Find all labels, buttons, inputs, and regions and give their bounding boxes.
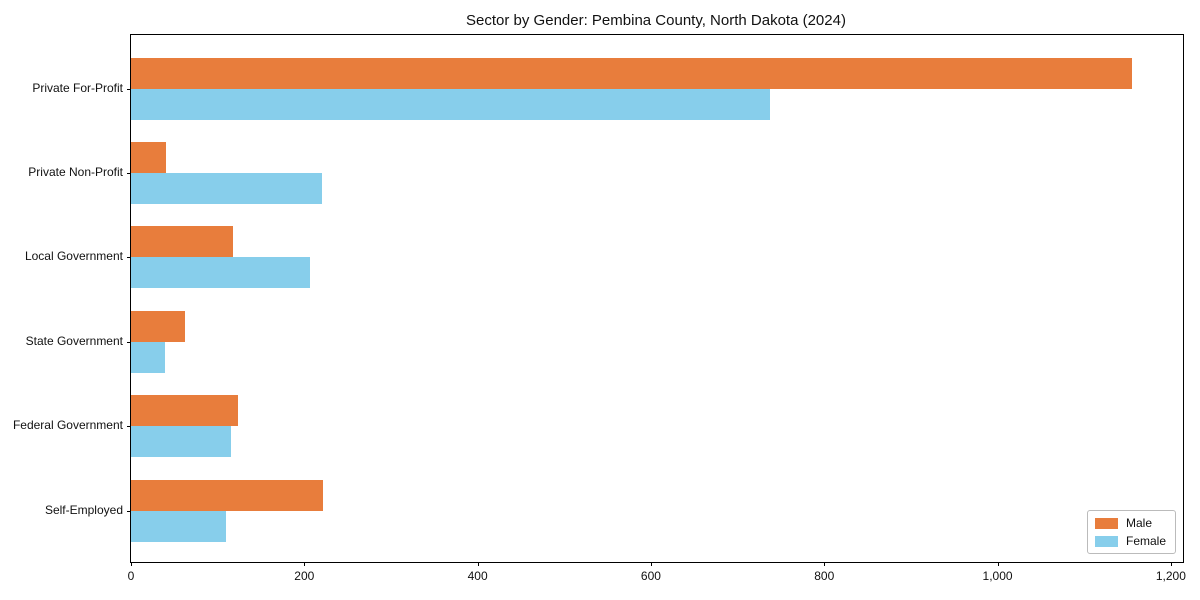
y-tick (127, 88, 131, 90)
y-tick (127, 426, 131, 428)
bar-male-private-non-profit (131, 141, 166, 173)
legend-label-male: Male (1126, 516, 1153, 530)
bar-female-private-for-profit (131, 88, 770, 120)
x-tick-label-200: 200 (294, 569, 315, 583)
plot-area: Private For-Profit Private Non-Profit Loca… (13, 34, 1186, 583)
y-tick (127, 341, 131, 343)
y-tick-label-local-government: Local Government (24, 249, 123, 264)
x-tick (824, 562, 826, 566)
bar-female-local-government (131, 257, 310, 289)
y-tick (127, 257, 131, 259)
x-tick-label-800: 800 (814, 569, 835, 583)
bar-male-private-for-profit (131, 57, 1132, 89)
bar-male-local-government (131, 226, 233, 258)
legend-swatch-female (1095, 535, 1118, 547)
bar-female-self-employed (131, 510, 226, 542)
y-tick-label-state-government: State Government (25, 333, 123, 348)
bar-male-self-employed (131, 479, 323, 511)
legend: Male Female (1087, 510, 1177, 554)
chart-title: Sector by Gender: Pembina County, North … (466, 12, 846, 29)
legend-row-female: Female (1095, 534, 1166, 548)
bar-female-federal-government (131, 426, 231, 458)
x-tick-label-0: 0 (127, 569, 135, 583)
bar-male-state-government (131, 310, 185, 342)
x-tick (650, 562, 652, 566)
bar-female-state-government (131, 341, 165, 373)
bar-male-federal-government (131, 395, 238, 427)
y-tick-label-self-employed: Self-Employed (44, 502, 123, 517)
x-tick-label-600: 600 (640, 569, 661, 583)
bar-female-private-non-profit (131, 172, 322, 204)
y-tick-label-private-non-profit: Private Non-Profit (28, 164, 123, 179)
x-tick (131, 562, 132, 566)
legend-swatch-male (1095, 517, 1118, 529)
legend-label-female: Female (1126, 534, 1167, 548)
x-tick-label-400: 400 (467, 569, 488, 583)
legend-row-male: Male (1095, 516, 1166, 530)
x-tick (1170, 562, 1172, 566)
y-tick-label-federal-government: Federal Government (12, 418, 123, 433)
y-tick (127, 172, 131, 174)
x-tick-label-1-200: 1,200 (1155, 569, 1186, 583)
x-tick-label-1-000: 1,000 (982, 569, 1013, 583)
x-tick (304, 562, 306, 566)
y-tick (127, 510, 131, 512)
y-tick-label-private-for-profit: Private For-Profit (32, 80, 123, 95)
x-tick (477, 562, 479, 566)
x-tick (997, 562, 999, 566)
